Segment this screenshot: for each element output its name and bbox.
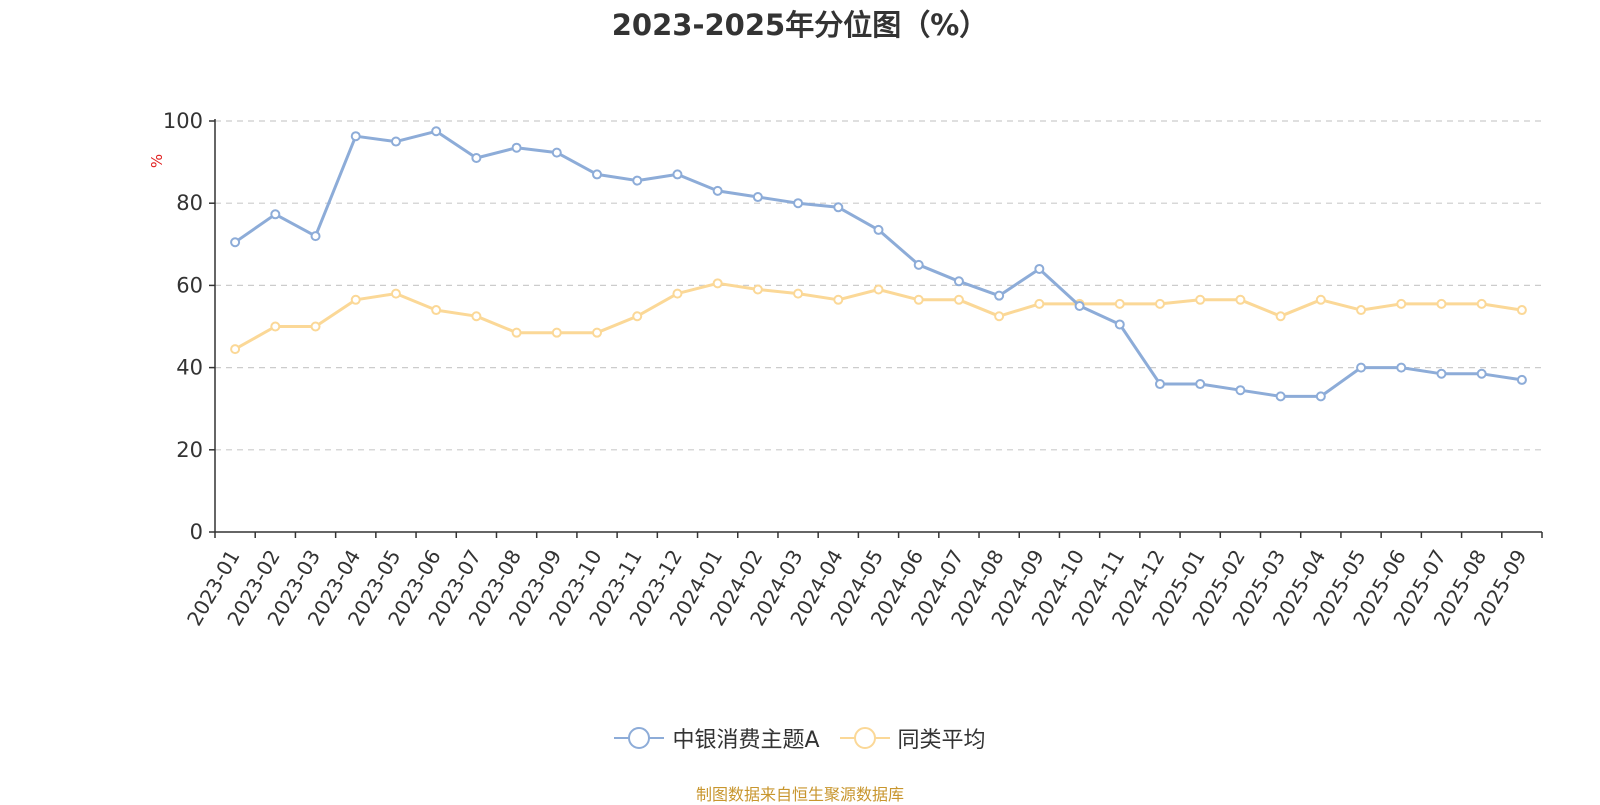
data-point-series-2 [752, 284, 763, 295]
data-point-series-2 [712, 278, 723, 289]
y-tick-label: 100 [163, 109, 203, 133]
y-axis-unit-label: % [148, 154, 166, 168]
y-tick-label: 40 [176, 356, 203, 380]
data-point-series-1 [1034, 263, 1045, 274]
data-point-series-2 [1356, 305, 1367, 316]
data-point-series-1 [793, 198, 804, 209]
data-point-series-2 [390, 288, 401, 299]
data-point-series-1 [390, 136, 401, 147]
data-point-series-1 [350, 131, 361, 142]
data-point-series-1 [551, 147, 562, 158]
y-tick-label: 80 [176, 191, 203, 215]
data-point-series-1 [1195, 379, 1206, 390]
data-source-note: 制图数据来自恒生聚源数据库 [695, 785, 904, 804]
data-point-series-2 [672, 288, 683, 299]
data-point-series-1 [230, 237, 241, 248]
data-point-series-1 [1396, 362, 1407, 373]
data-point-series-1 [592, 169, 603, 180]
data-point-series-1 [953, 276, 964, 287]
data-point-series-2 [270, 321, 281, 332]
legend-label-series-1: 中银消费主题A [672, 728, 820, 753]
data-point-series-2 [310, 321, 321, 332]
data-point-series-1 [1275, 391, 1286, 402]
data-point-series-1 [1315, 391, 1326, 402]
data-point-series-2 [350, 294, 361, 305]
data-point-series-2 [1275, 311, 1286, 322]
y-tick-label: 60 [176, 273, 203, 297]
data-point-series-2 [1114, 298, 1125, 309]
data-point-series-1 [873, 224, 884, 235]
data-point-series-1 [913, 259, 924, 270]
data-point-series-2 [1315, 294, 1326, 305]
data-point-series-2 [873, 284, 884, 295]
legend: 中银消费主题A 同类平均 [0, 722, 1600, 754]
data-point-series-2 [833, 294, 844, 305]
data-point-series-1 [1235, 385, 1246, 396]
data-point-series-1 [1154, 379, 1165, 390]
y-tick-label: 0 [190, 520, 203, 544]
data-point-series-2 [230, 344, 241, 355]
data-point-series-1 [712, 185, 723, 196]
legend-item-series-1[interactable]: 中银消费主题A [614, 722, 820, 754]
data-point-series-2 [953, 294, 964, 305]
legend-marker-series-1 [614, 727, 665, 749]
data-point-series-2 [511, 327, 522, 338]
data-point-series-2 [1476, 298, 1487, 309]
data-point-series-2 [1154, 298, 1165, 309]
data-point-series-2 [1436, 298, 1447, 309]
data-point-series-1 [270, 209, 281, 220]
data-point-series-2 [793, 288, 804, 299]
data-point-series-2 [994, 311, 1005, 322]
data-point-series-2 [1235, 294, 1246, 305]
data-point-series-1 [752, 192, 763, 203]
data-point-series-2 [913, 294, 924, 305]
data-point-series-2 [551, 327, 562, 338]
legend-marker-series-2 [839, 727, 890, 749]
chart-title: 2023-2025年分位图（%） [611, 8, 989, 42]
data-point-series-1 [511, 142, 522, 153]
data-point-series-1 [1356, 362, 1367, 373]
data-point-series-2 [1034, 298, 1045, 309]
data-point-series-1 [431, 126, 442, 137]
data-point-series-1 [1516, 374, 1527, 385]
data-point-series-2 [592, 327, 603, 338]
data-point-series-1 [672, 169, 683, 180]
data-point-series-1 [1436, 368, 1447, 379]
legend-item-series-2[interactable]: 同类平均 [839, 722, 986, 754]
data-point-series-1 [994, 290, 1005, 301]
data-point-series-1 [1114, 319, 1125, 330]
series-line-1 [234, 129, 1523, 398]
data-point-series-2 [431, 305, 442, 316]
data-point-series-2 [1516, 305, 1527, 316]
data-point-series-1 [1476, 368, 1487, 379]
data-point-series-1 [310, 231, 321, 242]
data-point-series-1 [632, 175, 643, 186]
data-point-series-2 [1396, 298, 1407, 309]
data-point-series-2 [632, 311, 643, 322]
legend-label-series-2: 同类平均 [897, 728, 986, 753]
y-tick-label: 20 [176, 438, 203, 462]
data-point-series-2 [471, 311, 482, 322]
data-point-series-1 [471, 152, 482, 163]
data-point-series-1 [833, 202, 844, 213]
data-point-series-2 [1195, 294, 1206, 305]
data-point-series-1 [1074, 300, 1085, 311]
